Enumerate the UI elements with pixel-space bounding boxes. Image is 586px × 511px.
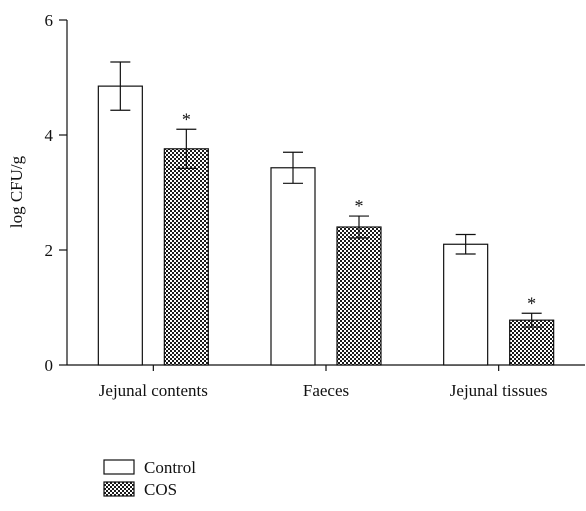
bar-cos [336,226,382,366]
bar-control [270,167,316,366]
significance-marker: * [182,109,191,129]
bars: * * * [97,61,555,366]
y-tick-label: 4 [45,126,54,145]
bar-control [97,85,143,366]
x-axis: Jejunal contents Faeces Jejunal tissues [67,364,585,400]
y-tick-label: 2 [45,241,54,260]
significance-marker: * [355,196,364,216]
y-axis-label: log CFU/g [7,155,26,228]
legend: Control COS [103,458,196,499]
legend-swatch-control [103,459,135,475]
significance-marker: * [527,293,536,313]
x-tick-label: Jejunal contents [99,381,208,400]
bar-cos [163,148,209,366]
x-tick-label: Jejunal tissues [450,381,548,400]
legend-label-cos: COS [144,480,177,499]
legend-swatch-cos [103,481,135,497]
legend-label-control: Control [144,458,196,477]
x-tick-label: Faeces [303,381,349,400]
bar-control [443,243,489,366]
y-tick-label: 0 [45,356,54,375]
y-tick-label: 6 [45,11,54,30]
y-axis: 0 2 4 6 [45,11,68,375]
